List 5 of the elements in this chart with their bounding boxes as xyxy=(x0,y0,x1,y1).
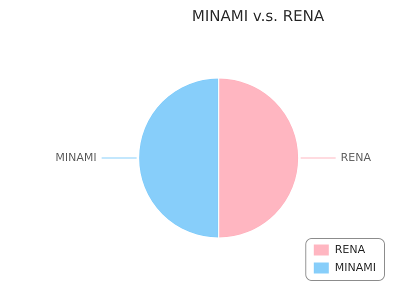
slice-label: RENA xyxy=(340,150,372,164)
chart-title: MINAMI v.s. RENA xyxy=(192,6,325,25)
legend-label: MINAMI xyxy=(334,260,376,274)
legend-label: RENA xyxy=(334,242,366,256)
slice-label: MINAMI xyxy=(55,150,97,164)
